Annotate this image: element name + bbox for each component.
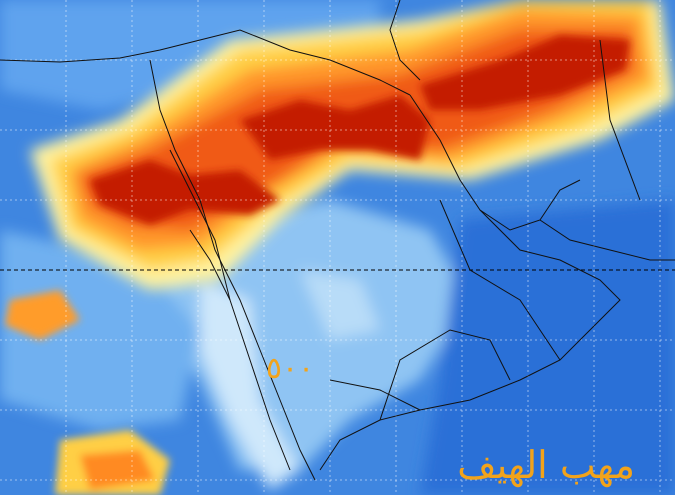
level-label: ٥٠٠ [266, 351, 314, 386]
watermark: مهب الهيف [457, 443, 635, 488]
coastlines [0, 0, 675, 481]
